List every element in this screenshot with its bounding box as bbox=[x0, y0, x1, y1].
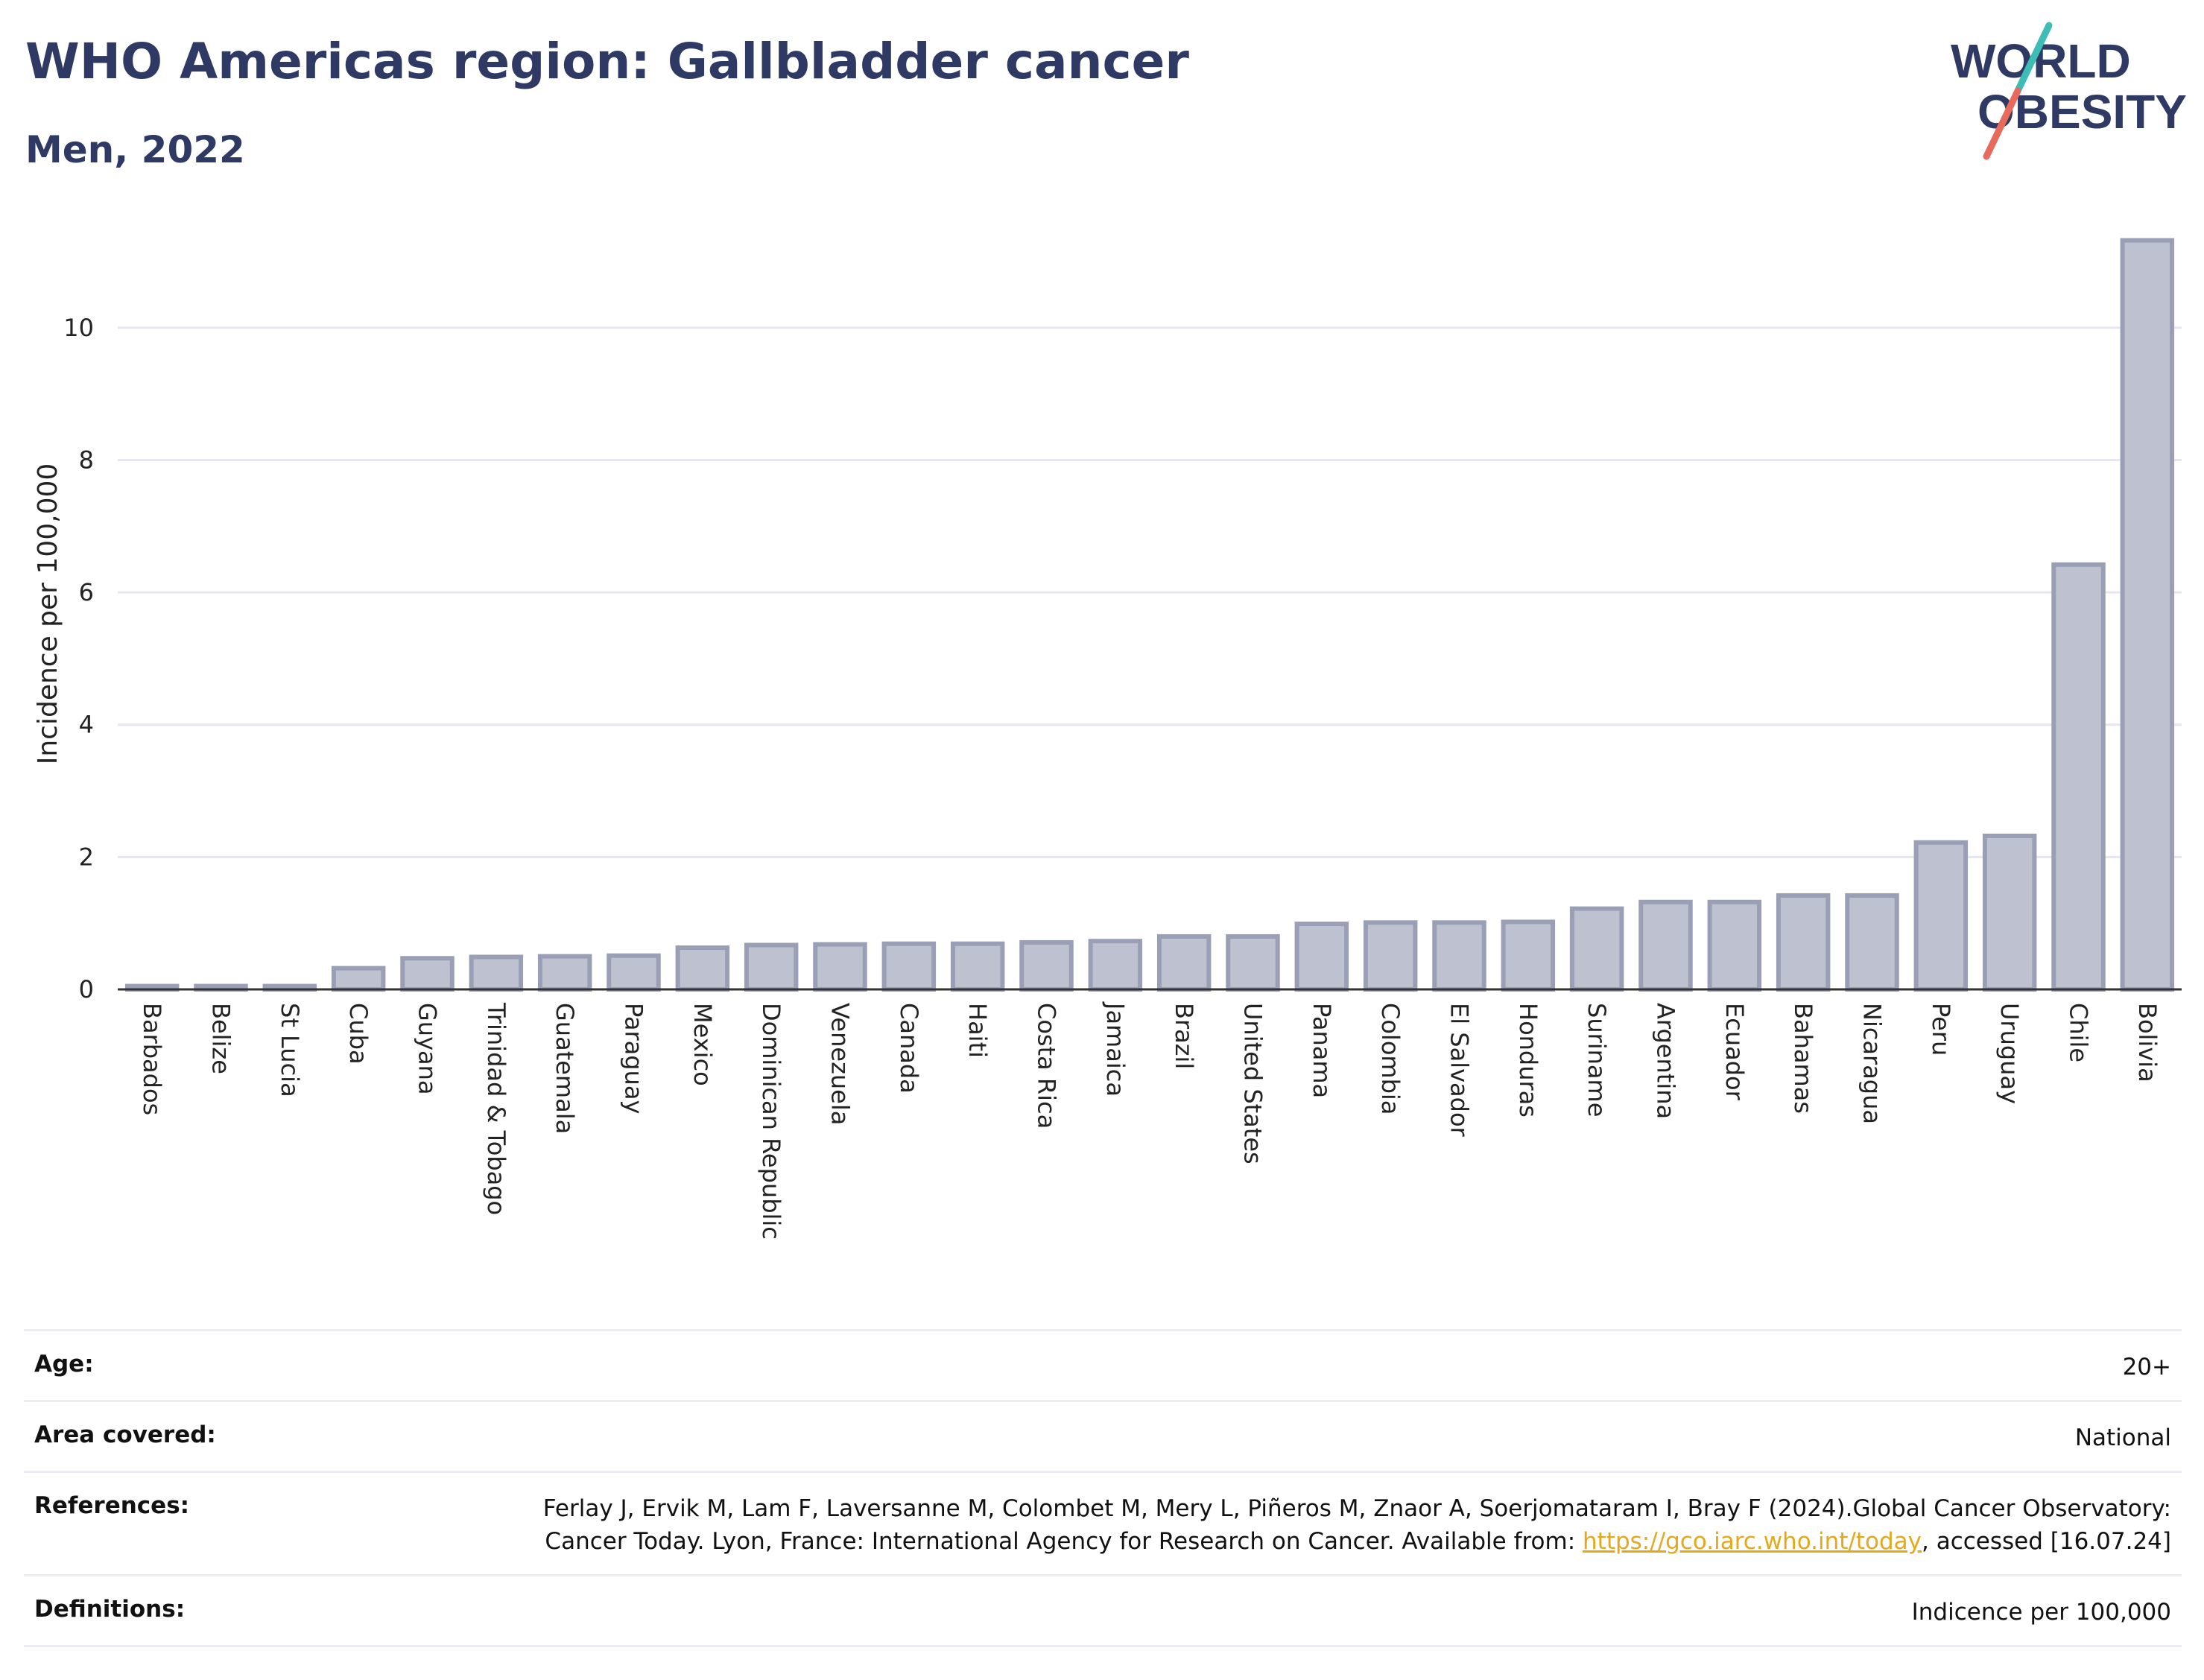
details-table: Age: 20+ Area covered: National Referenc… bbox=[24, 1329, 2182, 1647]
bar[interactable] bbox=[2120, 238, 2175, 992]
x-tick-label: Guatemala bbox=[551, 1003, 579, 1134]
bar[interactable] bbox=[607, 953, 661, 992]
logo-line-2: OBESITY bbox=[1977, 85, 2187, 139]
x-tick-label: Panama bbox=[1308, 1003, 1336, 1098]
bar[interactable] bbox=[1501, 919, 1556, 992]
detail-value: Ferlay J, Ervik M, Lam F, Laversanne M, … bbox=[457, 1492, 2171, 1558]
y-axis-ticks: 0 2 4 6 8 10 bbox=[63, 314, 94, 1004]
y-tick-label: 4 bbox=[79, 711, 94, 739]
bar[interactable] bbox=[1569, 906, 1624, 992]
logo-slash-bottom bbox=[1983, 87, 2021, 160]
world-obesity-logo[interactable]: WORLD OBESITY bbox=[1937, 16, 2191, 165]
chart-subtitle: Men, 2022 bbox=[25, 128, 245, 171]
bar[interactable] bbox=[881, 941, 937, 992]
y-tick-label: 6 bbox=[79, 578, 94, 606]
x-tick-label: Mexico bbox=[688, 1003, 717, 1086]
bar[interactable] bbox=[813, 942, 867, 992]
reference-text-end: , accessed [16.07.24] bbox=[1921, 1528, 2171, 1555]
y-tick-label: 2 bbox=[79, 843, 94, 871]
x-tick-label: Brazil bbox=[1170, 1003, 1198, 1069]
x-tick-label: Guyana bbox=[414, 1003, 442, 1095]
y-tick-label: 10 bbox=[63, 314, 94, 342]
bar[interactable] bbox=[1707, 899, 1762, 992]
chart-title: WHO Americas region: Gallbladder cancer bbox=[25, 33, 1189, 90]
detail-label: Definitions: bbox=[34, 1596, 186, 1623]
detail-row-references: References: Ferlay J, Ervik M, Lam F, La… bbox=[24, 1471, 2182, 1574]
gridlines bbox=[118, 326, 2182, 858]
bar[interactable] bbox=[537, 954, 592, 992]
bar[interactable] bbox=[331, 966, 386, 992]
bars bbox=[124, 238, 2175, 992]
bar[interactable] bbox=[1088, 939, 1143, 992]
logo-slash-top bbox=[2014, 22, 2053, 95]
x-tick-label: Canada bbox=[895, 1003, 923, 1094]
x-tick-label: El Salvador bbox=[1445, 1003, 1474, 1138]
detail-label: Area covered: bbox=[34, 1421, 216, 1448]
bar[interactable] bbox=[1913, 840, 1969, 992]
x-axis-ticks: Barbados Belize St Lucia Cuba Guyana Trinidad… bbox=[138, 1001, 2162, 1240]
x-tick-label: United States bbox=[1239, 1003, 1267, 1164]
bar[interactable] bbox=[1363, 920, 1418, 992]
detail-row-definitions: Definitions: Indicence per 100,000 bbox=[24, 1574, 2182, 1647]
bar[interactable] bbox=[1845, 893, 1899, 992]
bar[interactable] bbox=[1156, 933, 1212, 992]
x-tick-label: Suriname bbox=[1583, 1003, 1611, 1117]
detail-label: References: bbox=[34, 1492, 190, 1519]
detail-label: Age: bbox=[34, 1351, 94, 1378]
bar[interactable] bbox=[1294, 922, 1349, 992]
bar[interactable] bbox=[469, 954, 524, 992]
detail-row-age: Age: 20+ bbox=[24, 1329, 2182, 1400]
x-tick-label: St Lucia bbox=[276, 1003, 304, 1097]
bar[interactable] bbox=[1432, 920, 1486, 992]
bar[interactable] bbox=[1982, 833, 2037, 992]
x-tick-label: Costa Rica bbox=[1033, 1003, 1061, 1129]
x-tick-label: Bahamas bbox=[1789, 1003, 1817, 1114]
x-tick-label: Dominican Republic bbox=[757, 1003, 785, 1240]
bar[interactable] bbox=[2051, 562, 2106, 992]
reference-link[interactable]: https://gco.iarc.who.int/today bbox=[1583, 1528, 1922, 1555]
x-tick-label: Argentina bbox=[1652, 1003, 1680, 1119]
bar[interactable] bbox=[744, 942, 799, 992]
detail-value: National bbox=[2074, 1424, 2171, 1451]
x-tick-label: Jamaica bbox=[1101, 1001, 1130, 1097]
x-tick-label: Colombia bbox=[1376, 1003, 1405, 1115]
x-tick-label: Venezuela bbox=[826, 1003, 855, 1125]
bar-chart: 0 2 4 6 8 10 Barbados Belize St Lucia Cuba Guyana… bbox=[33, 238, 2182, 1240]
detail-value: Indicence per 100,000 bbox=[1911, 1599, 2171, 1626]
reference-text: Ferlay J, Ervik M, Lam F, Laversanne M, … bbox=[542, 1495, 2171, 1555]
x-tick-label: Bolivia bbox=[2133, 1003, 2162, 1083]
x-tick-label: Ecuador bbox=[1720, 1003, 1749, 1101]
x-tick-label: Nicaragua bbox=[1858, 1003, 1887, 1124]
bar[interactable] bbox=[950, 941, 1005, 992]
y-axis-label: Incidence per 100,000 bbox=[33, 463, 63, 765]
bar[interactable] bbox=[1776, 893, 1831, 992]
x-tick-label: Trinidad & Tobago bbox=[482, 1002, 510, 1215]
x-tick-label: Paraguay bbox=[620, 1003, 648, 1114]
x-tick-label: Chile bbox=[2065, 1003, 2093, 1062]
detail-value: 20+ bbox=[2122, 1354, 2171, 1381]
x-tick-label: Belize bbox=[207, 1003, 235, 1074]
bar[interactable] bbox=[1226, 933, 1280, 992]
x-tick-label: Peru bbox=[1927, 1003, 1955, 1056]
x-tick-label: Barbados bbox=[138, 1003, 166, 1115]
x-tick-label: Honduras bbox=[1514, 1003, 1542, 1118]
bar[interactable] bbox=[675, 945, 730, 992]
y-tick-label: 8 bbox=[79, 446, 94, 474]
bar[interactable] bbox=[1019, 939, 1074, 992]
y-tick-label: 0 bbox=[79, 975, 94, 1004]
bar[interactable] bbox=[1638, 899, 1693, 992]
x-tick-label: Haiti bbox=[963, 1003, 992, 1058]
bar[interactable] bbox=[400, 956, 455, 992]
x-tick-label: Cuba bbox=[344, 1003, 373, 1065]
detail-row-area: Area covered: National bbox=[24, 1400, 2182, 1471]
x-tick-label: Uruguay bbox=[1995, 1003, 2024, 1104]
